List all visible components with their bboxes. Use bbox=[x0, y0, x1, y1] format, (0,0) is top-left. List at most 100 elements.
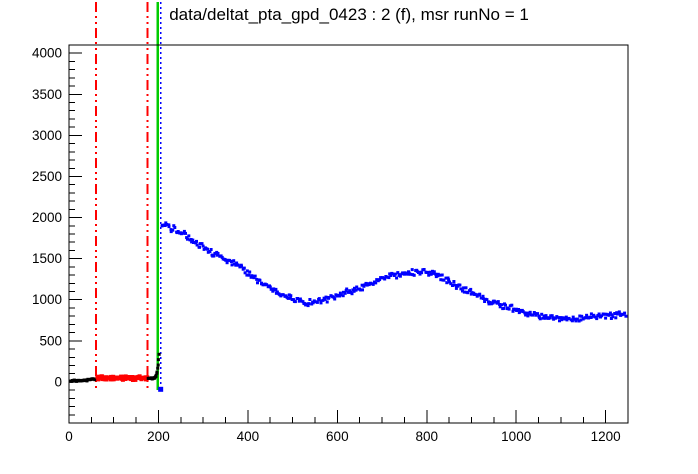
data-point-musr-histogram-blue bbox=[565, 318, 569, 322]
data-point-musr-histogram-blue bbox=[304, 303, 308, 307]
data-point-musr-histogram-blue bbox=[541, 316, 545, 320]
data-point-musr-histogram-blue bbox=[445, 281, 449, 285]
y-tick-label: 500 bbox=[39, 333, 62, 348]
data-point-musr-histogram-blue bbox=[324, 295, 328, 299]
data-point-musr-histogram-blue bbox=[444, 276, 448, 280]
data-point-musr-histogram-blue bbox=[243, 271, 247, 275]
data-point-musr-histogram-blue bbox=[179, 232, 183, 236]
data-point-musr-histogram-blue bbox=[510, 303, 514, 307]
data-point-musr-histogram-blue bbox=[624, 314, 628, 318]
data-point-musr-histogram-blue bbox=[429, 272, 433, 276]
data-point-musr-histogram-blue bbox=[454, 284, 458, 287]
data-point-musr-histogram-blue bbox=[410, 268, 414, 272]
data-point-musr-histogram-blue bbox=[417, 271, 420, 274]
data-point-musr-histogram-blue bbox=[483, 300, 487, 303]
data-point-musr-histogram-blue bbox=[296, 297, 299, 300]
data-point-musr-histogram-blue bbox=[574, 319, 578, 323]
data-point-musr-histogram-blue bbox=[185, 236, 189, 240]
chart-title: data/deltat_pta_gpd_0423 : 2 (f), msr ru… bbox=[169, 5, 529, 24]
data-point-musr-histogram-blue bbox=[579, 318, 583, 322]
data-point-musr-histogram-blue bbox=[299, 299, 303, 303]
data-point-musr-histogram-blue bbox=[228, 258, 232, 262]
data-point-musr-histogram-blue bbox=[610, 313, 614, 317]
data-point-musr-histogram-blue bbox=[224, 258, 228, 262]
x-tick-label: 200 bbox=[147, 429, 170, 444]
data-point-musr-histogram-blue bbox=[238, 265, 242, 269]
data-point-musr-histogram-blue bbox=[236, 263, 240, 267]
data-point-musr-histogram-blue bbox=[447, 278, 451, 282]
data-point-musr-histogram-blue bbox=[614, 316, 618, 320]
data-point-musr-histogram-blue bbox=[327, 296, 331, 299]
data-point-musr-histogram-blue bbox=[548, 316, 552, 320]
data-point-musr-histogram-blue bbox=[577, 319, 581, 323]
data-point-musr-histogram-blue bbox=[311, 301, 315, 305]
data-point-musr-histogram-blue bbox=[385, 275, 389, 279]
data-point-musr-histogram-blue bbox=[613, 312, 617, 315]
data-point-musr-histogram-blue bbox=[301, 300, 305, 304]
data-point-musr-histogram-blue bbox=[186, 237, 189, 241]
data-point-musr-histogram-blue bbox=[517, 308, 521, 311]
data-point-musr-histogram-blue bbox=[307, 302, 311, 306]
data-point-musr-histogram-blue bbox=[478, 292, 482, 296]
data-point-musr-histogram-blue bbox=[560, 318, 564, 322]
x-tick-label: 0 bbox=[65, 429, 73, 444]
data-point-musr-histogram-blue bbox=[189, 238, 193, 241]
data-point-musr-histogram-blue bbox=[470, 291, 474, 295]
data-point-musr-histogram-blue bbox=[540, 312, 544, 316]
data-point-musr-histogram-blue bbox=[438, 273, 442, 277]
data-point-musr-histogram-blue bbox=[253, 274, 257, 278]
data-point-musr-histogram-blue bbox=[420, 271, 424, 275]
data-point-musr-histogram-blue bbox=[364, 281, 368, 285]
data-point-musr-histogram-blue bbox=[609, 317, 613, 320]
data-point-musr-histogram-blue bbox=[172, 224, 176, 228]
data-point-musr-histogram-blue bbox=[321, 298, 325, 302]
data-point-pre-t0-rise-black bbox=[155, 370, 159, 374]
data-point-musr-histogram-blue bbox=[526, 314, 530, 318]
data-point-musr-histogram-blue bbox=[462, 290, 466, 294]
data-point-musr-histogram-blue bbox=[604, 316, 608, 320]
data-point-musr-histogram-blue bbox=[352, 289, 356, 293]
data-point-musr-histogram-blue bbox=[379, 276, 383, 280]
data-point-musr-histogram-blue bbox=[454, 286, 458, 290]
y-tick-label: 1500 bbox=[32, 251, 62, 266]
data-point-musr-histogram-blue bbox=[229, 260, 233, 263]
data-point-musr-histogram-blue bbox=[279, 294, 283, 298]
data-point-musr-histogram-blue bbox=[538, 317, 542, 321]
data-point-musr-histogram-blue bbox=[353, 286, 356, 290]
data-point-musr-histogram-blue bbox=[531, 313, 534, 317]
data-point-musr-histogram-blue bbox=[359, 288, 363, 292]
data-point-musr-histogram-blue bbox=[293, 300, 297, 304]
data-point-musr-histogram-blue bbox=[361, 288, 364, 292]
data-point-musr-histogram-blue bbox=[521, 310, 525, 314]
data-range-foot-marker bbox=[158, 386, 164, 392]
data-point-musr-histogram-blue bbox=[319, 299, 323, 303]
data-point-musr-histogram-blue bbox=[389, 274, 393, 277]
data-point-musr-histogram-blue bbox=[274, 287, 278, 291]
data-point-musr-histogram-blue bbox=[427, 273, 431, 277]
data-point-musr-histogram-blue bbox=[495, 301, 499, 305]
data-point-musr-histogram-blue bbox=[452, 280, 456, 283]
data-point-musr-histogram-blue bbox=[408, 272, 412, 276]
data-point-musr-histogram-blue bbox=[325, 300, 329, 304]
data-point-musr-histogram-blue bbox=[208, 250, 212, 253]
data-point-musr-histogram-blue bbox=[542, 314, 546, 318]
data-point-musr-histogram-blue bbox=[550, 314, 554, 318]
data-point-musr-histogram-blue bbox=[578, 314, 582, 318]
data-point-musr-histogram-blue bbox=[593, 315, 597, 319]
data-point-musr-histogram-blue bbox=[374, 281, 378, 285]
y-tick-label: 2500 bbox=[32, 169, 62, 184]
data-point-musr-histogram-blue bbox=[181, 231, 185, 235]
data-point-musr-histogram-blue bbox=[260, 281, 264, 285]
data-point-musr-histogram-blue bbox=[491, 301, 495, 305]
data-point-musr-histogram-blue bbox=[187, 234, 191, 238]
data-point-musr-histogram-blue bbox=[336, 293, 340, 297]
data-point-musr-histogram-blue bbox=[348, 289, 352, 293]
data-point-musr-histogram-blue bbox=[585, 313, 589, 317]
data-point-musr-histogram-blue bbox=[261, 283, 265, 287]
data-point-musr-histogram-blue bbox=[242, 266, 246, 270]
data-point-musr-histogram-blue bbox=[240, 264, 243, 268]
data-point-musr-histogram-blue bbox=[608, 311, 612, 315]
data-point-pre-t0-rise-black bbox=[156, 358, 160, 362]
data-point-musr-histogram-blue bbox=[511, 309, 515, 313]
data-point-musr-histogram-blue bbox=[543, 316, 547, 320]
